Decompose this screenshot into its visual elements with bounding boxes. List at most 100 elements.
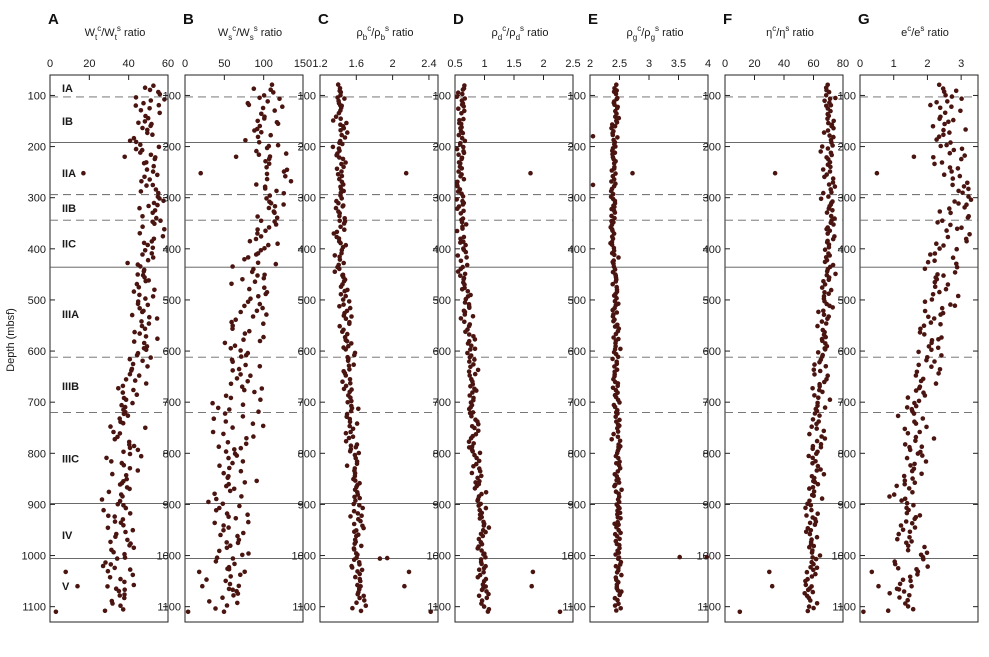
data-point-outlier xyxy=(377,556,383,561)
data-point xyxy=(143,296,148,301)
data-point xyxy=(948,210,953,216)
data-point xyxy=(133,95,139,100)
data-point xyxy=(339,132,345,138)
data-point xyxy=(468,384,473,389)
data-point xyxy=(613,552,618,557)
data-point xyxy=(258,218,264,224)
data-point xyxy=(245,299,251,305)
data-point xyxy=(616,455,621,461)
data-point xyxy=(223,449,229,454)
data-point xyxy=(934,100,939,105)
data-point xyxy=(346,343,351,349)
data-point xyxy=(348,381,353,386)
data-point xyxy=(476,428,481,434)
data-point xyxy=(143,347,149,353)
data-point xyxy=(138,453,144,459)
data-point-outlier xyxy=(402,583,407,589)
y-tick-label: 200 xyxy=(703,142,721,154)
data-point xyxy=(615,556,621,561)
data-point xyxy=(258,397,263,403)
data-point xyxy=(273,261,279,267)
data-point xyxy=(615,434,621,440)
data-point xyxy=(137,205,142,211)
data-point xyxy=(337,304,342,309)
data-point xyxy=(352,541,358,546)
data-point xyxy=(810,485,816,490)
data-point xyxy=(830,143,835,148)
data-point xyxy=(479,473,484,479)
x-tick-label: 20 xyxy=(748,58,760,70)
data-point xyxy=(813,571,818,577)
data-point xyxy=(345,130,350,135)
data-point xyxy=(142,248,148,253)
data-point xyxy=(910,490,915,495)
data-point xyxy=(228,574,233,579)
data-point xyxy=(225,440,231,445)
data-point xyxy=(819,285,825,290)
unit-label: IIB xyxy=(62,203,76,215)
data-point xyxy=(913,421,919,426)
data-point xyxy=(931,436,937,441)
data-point xyxy=(230,587,235,593)
data-point xyxy=(354,421,360,426)
data-point xyxy=(147,106,152,111)
data-point xyxy=(253,182,259,187)
y-tick-label: 900 xyxy=(28,499,46,511)
data-point xyxy=(214,496,219,502)
data-point xyxy=(966,186,971,192)
data-point xyxy=(131,545,137,551)
data-point xyxy=(247,286,252,292)
data-point xyxy=(224,483,229,489)
data-point xyxy=(125,537,130,543)
y-tick-label: 200 xyxy=(298,142,316,154)
data-point-outlier xyxy=(769,583,775,589)
data-point xyxy=(136,373,142,378)
data-point xyxy=(481,570,486,575)
data-point xyxy=(805,587,811,593)
y-tick-label: 900 xyxy=(703,499,721,511)
y-tick-label: 1100 xyxy=(697,602,721,614)
data-point xyxy=(907,574,913,580)
data-point xyxy=(614,310,620,315)
data-point xyxy=(829,152,834,158)
y-tick-label: 400 xyxy=(433,244,451,256)
data-point xyxy=(123,397,129,403)
data-point xyxy=(349,398,354,404)
data-point xyxy=(939,353,944,358)
data-point xyxy=(822,247,828,252)
data-point xyxy=(338,292,344,297)
data-point xyxy=(462,282,467,287)
data-point xyxy=(120,420,126,426)
data-point xyxy=(333,114,339,119)
data-point xyxy=(957,173,963,179)
y-tick-label: 400 xyxy=(163,244,181,256)
data-point xyxy=(936,371,941,376)
data-point xyxy=(224,540,229,545)
data-point xyxy=(160,234,166,239)
data-point xyxy=(460,130,466,136)
data-point xyxy=(143,381,149,386)
data-point xyxy=(152,221,157,226)
data-point-outlier xyxy=(530,569,536,575)
data-point xyxy=(239,384,245,390)
data-point xyxy=(943,286,949,292)
data-point xyxy=(273,222,279,227)
data-point xyxy=(921,556,926,562)
data-point xyxy=(885,608,891,613)
data-point xyxy=(136,120,141,126)
data-point xyxy=(247,328,252,334)
data-point xyxy=(934,137,939,142)
data-point xyxy=(338,240,343,246)
data-point xyxy=(161,198,166,204)
data-point xyxy=(458,161,463,166)
data-point xyxy=(253,236,259,242)
data-point xyxy=(803,529,809,535)
data-point xyxy=(930,292,936,297)
data-point xyxy=(135,272,140,277)
data-point xyxy=(610,307,615,313)
data-point xyxy=(909,539,914,544)
data-point xyxy=(147,87,153,93)
data-point xyxy=(108,539,113,545)
data-point xyxy=(959,146,965,152)
